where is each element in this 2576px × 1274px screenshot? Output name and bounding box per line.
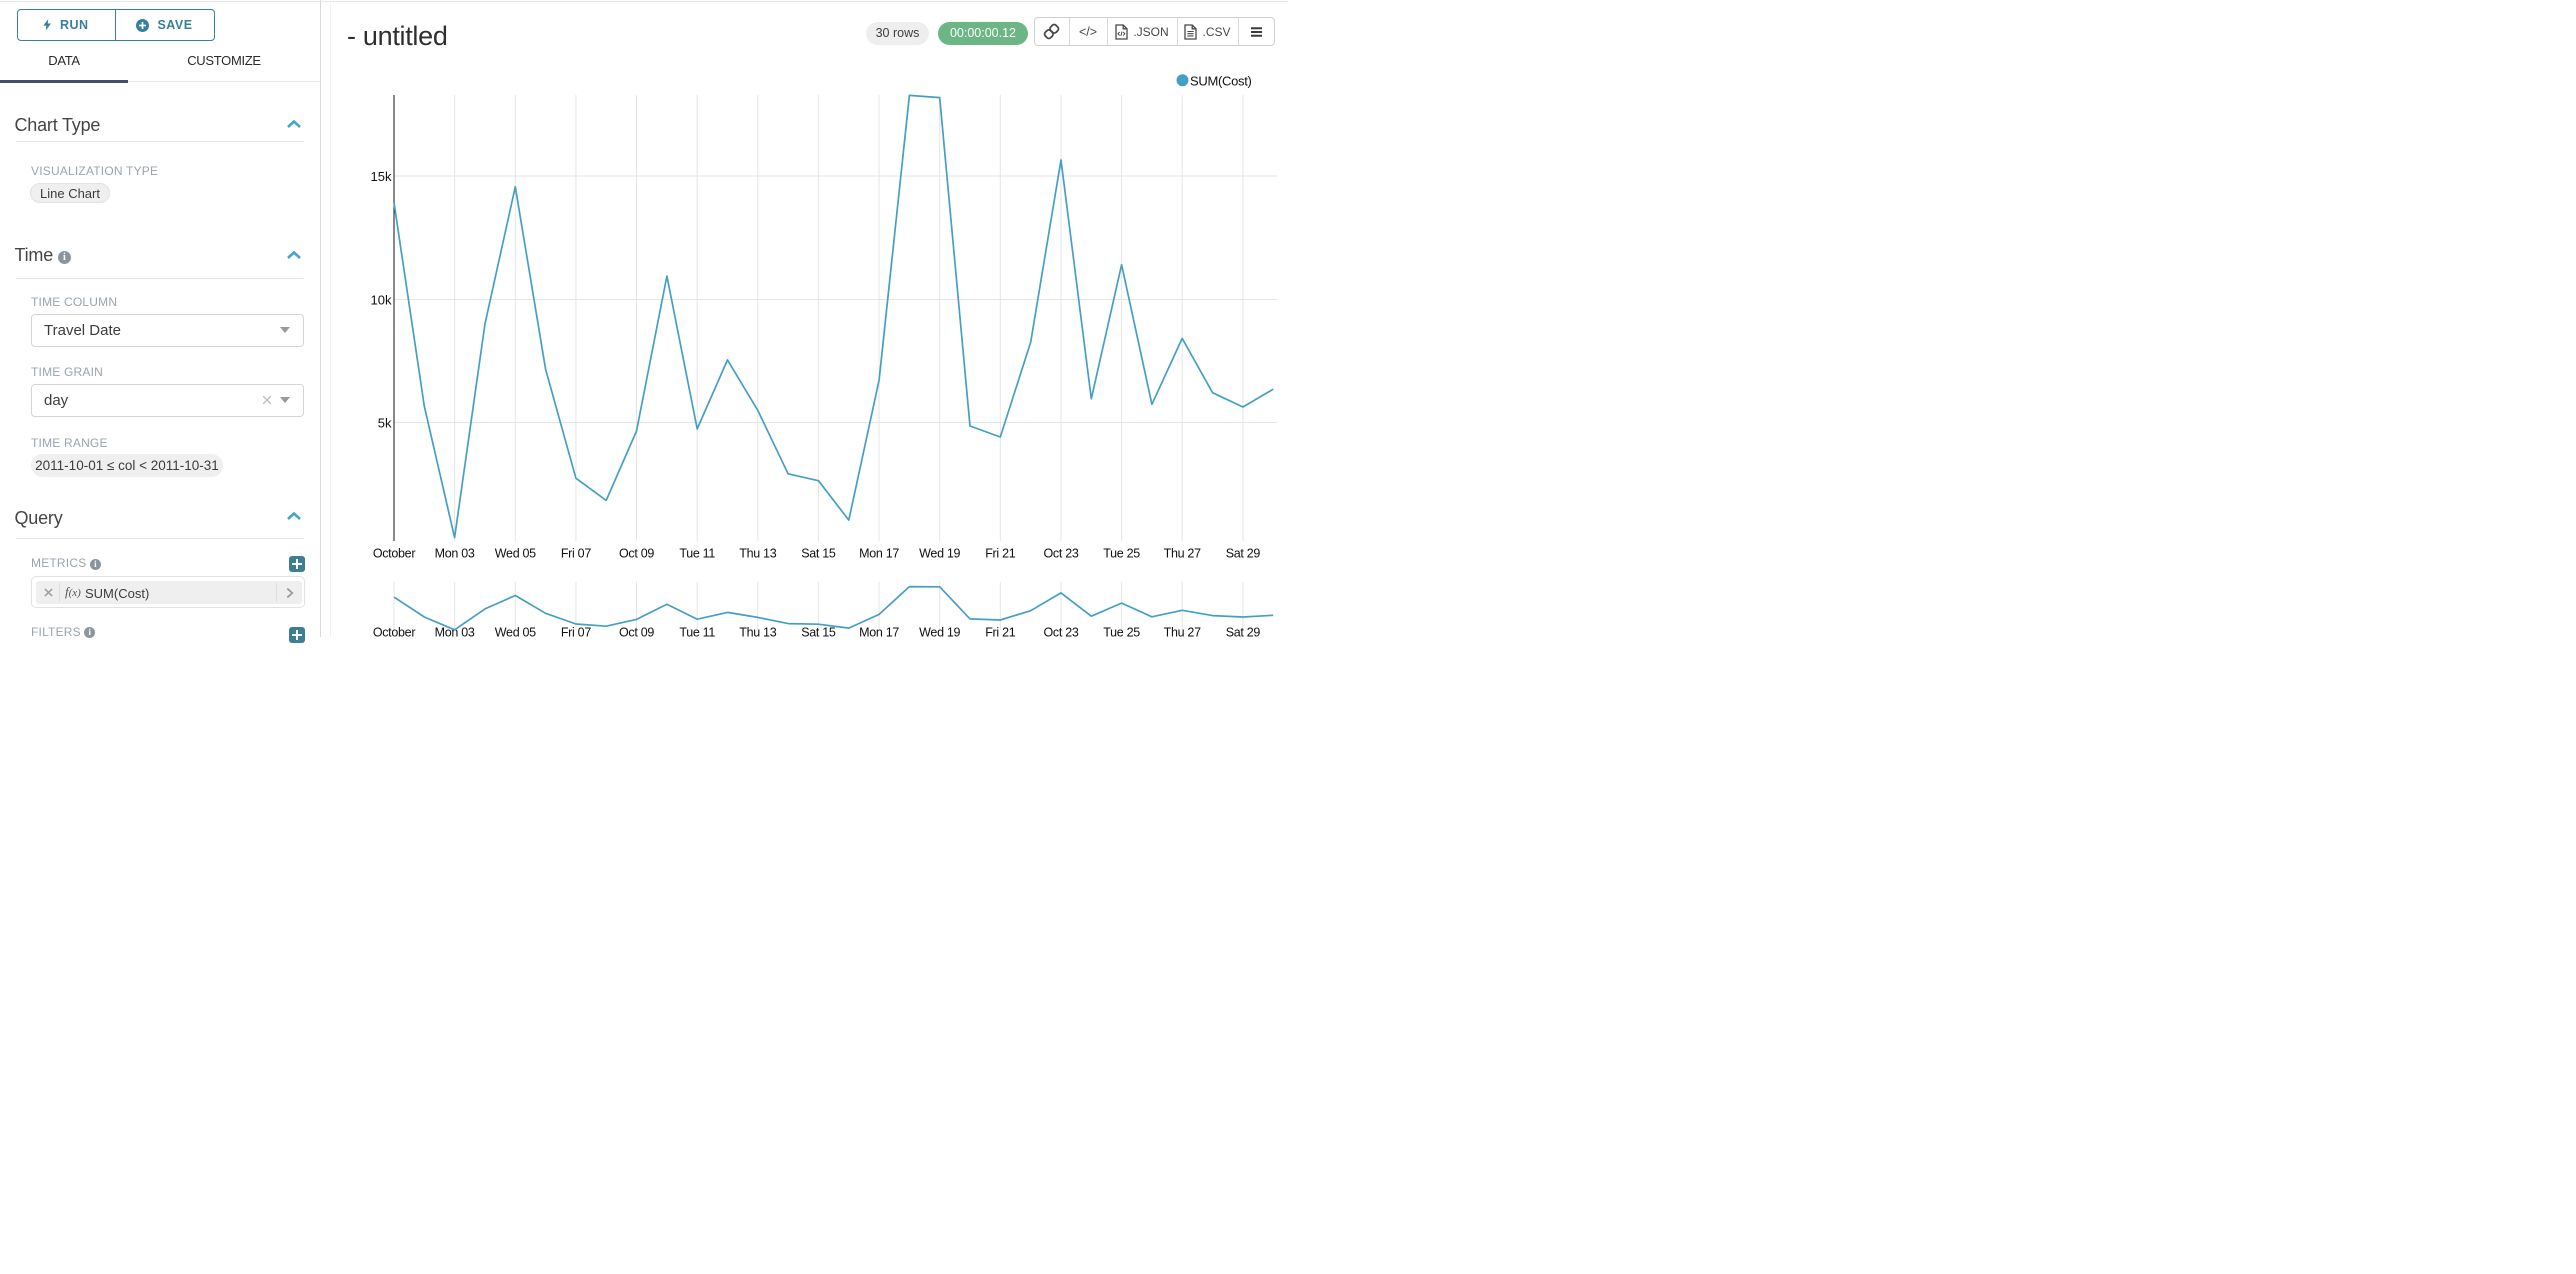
svg-text:Sat 29: Sat 29 (1226, 547, 1261, 561)
svg-text:Fri 21: Fri 21 (985, 626, 1016, 638)
svg-text:Tue 11: Tue 11 (679, 547, 715, 561)
svg-text:Sat 15: Sat 15 (801, 547, 836, 561)
svg-text:Thu 27: Thu 27 (1164, 626, 1201, 638)
svg-text:Wed 05: Wed 05 (495, 547, 536, 561)
svg-text:Mon 17: Mon 17 (859, 626, 899, 638)
svg-text:Thu 13: Thu 13 (739, 626, 776, 638)
svg-text:Oct 09: Oct 09 (619, 547, 654, 561)
svg-text:Oct 09: Oct 09 (619, 626, 654, 638)
svg-text:Wed 19: Wed 19 (919, 547, 960, 561)
svg-text:Thu 13: Thu 13 (739, 547, 776, 561)
svg-text:Sat 15: Sat 15 (801, 626, 836, 638)
svg-text:Wed 05: Wed 05 (495, 626, 536, 638)
svg-text:Mon 17: Mon 17 (859, 547, 899, 561)
svg-text:Mon 03: Mon 03 (435, 547, 475, 561)
svg-text:SUM(Cost): SUM(Cost) (1190, 73, 1252, 88)
svg-text:Fri 07: Fri 07 (561, 626, 592, 638)
svg-text:15k: 15k (371, 169, 392, 184)
svg-text:Tue 25: Tue 25 (1103, 626, 1140, 638)
svg-text:Tue 25: Tue 25 (1103, 547, 1140, 561)
svg-text:5k: 5k (378, 416, 392, 431)
svg-text:Oct 23: Oct 23 (1043, 626, 1078, 638)
svg-text:Mon 03: Mon 03 (435, 626, 475, 638)
svg-text:10k: 10k (371, 293, 392, 308)
svg-text:October: October (373, 547, 416, 561)
svg-text:Fri 21: Fri 21 (985, 547, 1016, 561)
svg-text:Fri 07: Fri 07 (561, 547, 592, 561)
svg-text:Sat 29: Sat 29 (1226, 626, 1261, 638)
svg-text:Tue 11: Tue 11 (679, 626, 715, 638)
svg-text:October: October (373, 626, 416, 638)
svg-text:Thu 27: Thu 27 (1164, 547, 1201, 561)
svg-text:Oct 23: Oct 23 (1043, 547, 1078, 561)
svg-text:Wed 19: Wed 19 (919, 626, 960, 638)
